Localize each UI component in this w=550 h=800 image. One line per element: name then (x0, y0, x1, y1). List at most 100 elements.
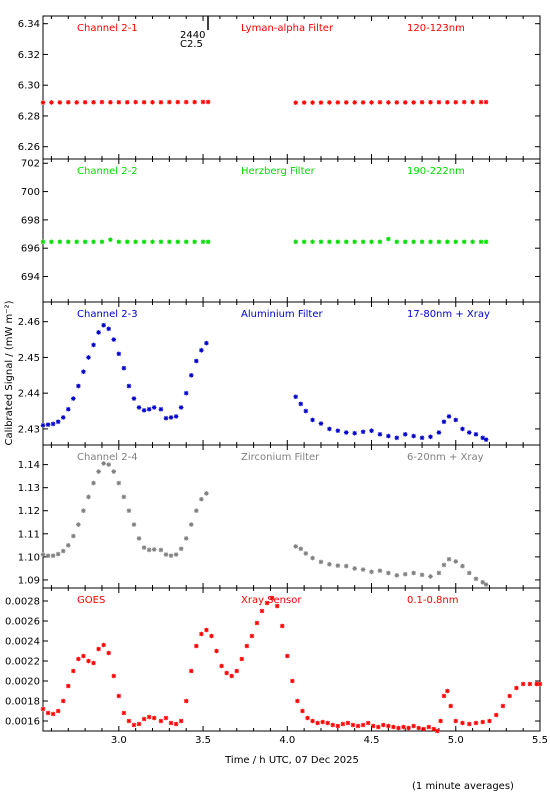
data-point (480, 719, 486, 725)
data-point (76, 383, 81, 389)
data-point (300, 708, 305, 714)
data-point (121, 494, 127, 500)
data-point (327, 426, 332, 432)
data-point (377, 568, 383, 574)
data-point (96, 330, 101, 335)
data-point (74, 100, 79, 105)
panel-1: 6.26 6.28 6.30 6.32 6.34 Channel 2-1 Lyman-alp… (18, 15, 541, 160)
y-tick-label: 1.12 (18, 506, 40, 517)
data-point (301, 239, 307, 245)
data-point (274, 603, 280, 609)
data-point (386, 723, 391, 729)
channel-label: Channel 2-1 (77, 23, 138, 34)
data-point (99, 239, 105, 245)
data-point (57, 239, 63, 245)
data-point (81, 369, 86, 375)
filter-label: Herzberg Filter (241, 166, 316, 177)
data-point (194, 643, 199, 649)
data-point (434, 728, 440, 734)
data-point (188, 372, 194, 378)
data-point (478, 239, 484, 245)
data-point (335, 563, 341, 568)
band-label: 6-20nm + Xray (407, 452, 484, 463)
data-point (40, 423, 46, 428)
data-point (343, 430, 349, 435)
data-point (453, 559, 459, 564)
y-tick-label: 696 (21, 244, 40, 255)
y-tick-label: 6.28 (18, 111, 40, 122)
y-tick-label: 1.13 (18, 483, 40, 494)
data-point (483, 437, 489, 442)
data-point (466, 430, 472, 435)
data-point (194, 508, 199, 514)
data-point (65, 99, 71, 105)
data-point (445, 688, 450, 694)
data-point (40, 100, 46, 105)
x-tick-label: 3.5 (195, 735, 211, 746)
data-point (375, 724, 381, 730)
panel-3: 2.43 2.44 2.45 2.46 Channel 2-3 Aluminium Fil… (18, 301, 541, 446)
data-point (460, 720, 465, 726)
data-point (163, 715, 169, 721)
data-point (352, 566, 357, 571)
data-point (360, 100, 366, 105)
data-point (124, 239, 130, 245)
data-point (352, 430, 357, 436)
data-point (369, 100, 374, 105)
data-point (249, 633, 255, 639)
data-point (310, 417, 315, 423)
data-point (534, 681, 539, 687)
data-point (460, 563, 465, 569)
data-point (45, 710, 51, 716)
data-point (396, 725, 401, 731)
data-point (394, 100, 400, 105)
data-point (204, 491, 209, 496)
data-point (441, 562, 447, 568)
flare-number-label: 2440 (180, 30, 205, 41)
data-point (204, 340, 209, 346)
data-point (315, 720, 320, 726)
data-point (205, 239, 211, 245)
data-point (50, 553, 56, 559)
series-points (40, 595, 543, 734)
data-point (199, 631, 204, 637)
data-point (441, 419, 447, 425)
data-point (141, 716, 147, 722)
data-point (303, 551, 309, 556)
x-tick-label: 5.0 (448, 735, 464, 746)
data-point (116, 99, 122, 105)
data-point (352, 100, 357, 105)
x-axis-title: Time / h UTC, 07 Dec 2025 (224, 755, 359, 766)
data-point (428, 574, 433, 579)
data-point (480, 435, 486, 441)
data-point (431, 726, 437, 732)
y-tick-label: 1.09 (18, 575, 40, 586)
data-point (301, 100, 307, 105)
data-point (108, 99, 113, 105)
data-point (65, 683, 71, 689)
data-point (480, 579, 486, 585)
data-point (183, 698, 189, 704)
data-point (527, 681, 533, 687)
data-point (131, 522, 137, 527)
data-point (163, 415, 169, 421)
data-point (133, 239, 138, 245)
data-point (386, 100, 391, 105)
data-point (76, 656, 81, 662)
data-point (136, 721, 142, 727)
data-point (446, 556, 452, 562)
data-point (158, 239, 164, 245)
data-point (209, 633, 214, 639)
data-point (298, 546, 304, 552)
data-point (146, 547, 152, 553)
data-point (537, 681, 543, 687)
data-point (40, 706, 46, 712)
data-point (466, 570, 472, 576)
data-point (126, 383, 132, 389)
y-tick-label: 6.32 (18, 50, 40, 61)
data-point (71, 533, 76, 539)
data-point (71, 396, 76, 401)
data-point (91, 660, 96, 666)
data-point (478, 99, 484, 105)
data-point (126, 508, 132, 514)
